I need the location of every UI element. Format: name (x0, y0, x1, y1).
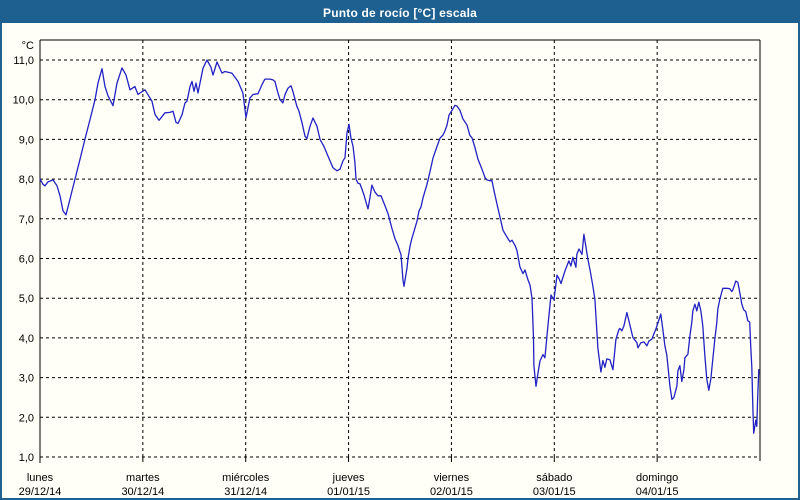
y-tick-label: 5,0 (19, 293, 34, 305)
x-day-name-label: lunes (27, 472, 54, 484)
y-tick-label: 8,0 (19, 174, 34, 186)
x-day-date-label: 30/12/14 (121, 486, 164, 498)
y-tick-label: 1,0 (19, 452, 34, 464)
y-axis-unit-label: °C (22, 40, 34, 52)
x-day-date-label: 04/01/15 (636, 486, 679, 498)
dew-point-series-line (39, 59, 760, 434)
y-tick-label: 11,0 (13, 55, 34, 67)
x-day-date-label: 31/12/14 (224, 486, 267, 498)
y-tick-label: 4,0 (19, 333, 34, 345)
y-tick-label: 7,0 (19, 214, 34, 226)
x-day-date-label: 29/12/14 (19, 486, 62, 498)
plot-background (2, 23, 798, 498)
x-day-name-label: viernes (434, 472, 470, 484)
y-tick-label: 10,0 (13, 95, 34, 107)
y-tick-label: 9,0 (19, 134, 34, 146)
dew-point-line-chart: 11,0 10,0 9,0 8,0 7,0 6,0 5,0 4,0 3,0 2,0 1,0 °C lun… (2, 23, 798, 498)
x-day-name-label: jueves (332, 472, 365, 484)
y-tick-label: 6,0 (19, 254, 34, 266)
y-tick-label: 2,0 (19, 412, 34, 424)
y-tick-label: 3,0 (19, 373, 34, 385)
x-day-date-label: 02/01/15 (430, 486, 473, 498)
x-day-name-label: martes (126, 472, 160, 484)
x-day-name-label: miércoles (222, 472, 270, 484)
x-day-date-label: 01/01/15 (327, 486, 370, 498)
x-day-name-label: domingo (636, 472, 678, 484)
x-day-date-label: 03/01/15 (533, 486, 576, 498)
chart-title: Punto de rocío [°C] escala (322, 5, 478, 20)
title-bar: Punto de rocío [°C] escala (2, 2, 798, 23)
x-day-name-label: sábado (536, 472, 572, 484)
